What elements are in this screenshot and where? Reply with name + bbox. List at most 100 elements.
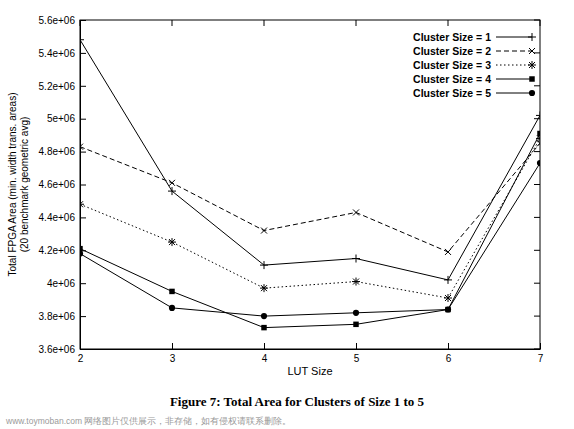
legend-marker <box>528 61 536 69</box>
marker-shape <box>168 238 176 246</box>
chart: 3.6e+063.8e+064e+064.2e+064.4e+064.6e+06… <box>0 0 574 429</box>
point-marker <box>445 307 450 312</box>
y-tick-mark <box>80 217 86 218</box>
y-tick-mark <box>534 217 540 218</box>
point-marker <box>261 313 267 319</box>
marker-shape <box>445 306 451 312</box>
y-tick: 5e+06 <box>47 113 86 124</box>
y-tick: 5.2e+06 <box>39 81 86 92</box>
marker-shape <box>169 305 175 311</box>
x-tick-label: 6 <box>446 353 452 364</box>
legend-label: Cluster Size = 4 <box>413 73 491 85</box>
x-tick-mark <box>356 343 357 349</box>
y-tick-label: 3.8e+06 <box>39 311 76 322</box>
y-tick-mark <box>80 20 86 21</box>
point-marker <box>536 111 540 119</box>
legend-line <box>496 65 532 66</box>
x-tick-label: 5 <box>354 353 360 364</box>
marker-shape <box>80 251 83 257</box>
legend-marker-shape <box>528 33 536 41</box>
point-marker <box>445 306 451 312</box>
legend: Cluster Size = 1Cluster Size = 2Cluster … <box>413 31 536 99</box>
point-marker <box>444 276 452 284</box>
y-tick-label: 4.8e+06 <box>39 146 76 157</box>
y-tick-label: 5e+06 <box>47 113 76 124</box>
plot-frame <box>80 20 540 349</box>
marker-shape <box>80 200 84 208</box>
x-axis-top-ticks <box>80 20 540 26</box>
marker-shape <box>536 111 540 119</box>
point-marker <box>80 144 83 150</box>
x-tick: 6 <box>446 343 452 364</box>
x-tick-mark <box>264 20 265 26</box>
x-tick-mark <box>448 343 449 349</box>
x-tick-mark <box>80 343 81 349</box>
point-marker <box>80 200 84 208</box>
y-tick: 5.4e+06 <box>39 48 86 59</box>
y-tick: 5.6e+06 <box>39 15 86 26</box>
marker-shape <box>80 144 83 150</box>
marker-shape <box>260 284 268 292</box>
x-tick-mark <box>264 343 265 349</box>
legend-line <box>496 37 532 38</box>
series-line <box>80 143 540 252</box>
x-tick-mark <box>356 20 357 26</box>
y-tick-mark <box>80 316 86 317</box>
x-tick: 7 <box>538 343 544 364</box>
x-tick: 3 <box>170 343 176 364</box>
marker-shape <box>261 325 266 330</box>
marker-shape <box>444 276 452 284</box>
series-line <box>80 40 540 280</box>
marker-shape <box>169 289 174 294</box>
x-tick: 4 <box>262 343 268 364</box>
marker-shape <box>352 278 360 286</box>
y-tick: 4.4e+06 <box>39 212 86 223</box>
y-tick-label: 5.4e+06 <box>39 48 76 59</box>
y-tick: 4.6e+06 <box>39 179 86 190</box>
x-tick-label: 2 <box>78 353 84 364</box>
legend-label: Cluster Size = 3 <box>413 59 491 71</box>
point-marker <box>353 322 358 327</box>
point-marker <box>169 180 175 186</box>
point-marker <box>169 289 174 294</box>
series-line <box>80 138 540 298</box>
y-tick-mark <box>534 151 540 152</box>
point-marker <box>261 325 266 330</box>
legend-entry: Cluster Size = 2 <box>413 45 535 57</box>
point-marker <box>260 284 268 292</box>
y-tick-mark <box>80 283 86 284</box>
plot-area: 3.6e+063.8e+064e+064.2e+064.4e+064.6e+06… <box>39 15 544 364</box>
annotation: www.toymoban.com 网络图片仅供展示，非存储，如有侵权请联系删除。 <box>5 416 291 426</box>
legend-entry: Cluster Size = 4 <box>413 73 535 85</box>
y-tick-mark <box>534 283 540 284</box>
x-axis-line <box>81 349 541 350</box>
y-axis-title: Total FPGA Area (min. width trans. areas… <box>7 93 18 277</box>
x-tick-mark <box>172 343 173 349</box>
point-marker <box>353 310 359 316</box>
y-tick-label: 3.6e+06 <box>39 344 76 355</box>
point-marker <box>261 228 267 234</box>
x-tick-label: 4 <box>262 353 268 364</box>
x-tick-mark <box>80 20 81 26</box>
y-axis: 3.6e+063.8e+064e+064.2e+064.4e+064.6e+06… <box>39 15 86 355</box>
y-axis-right-ticks <box>534 20 540 349</box>
legend-label: Cluster Size = 5 <box>413 87 491 99</box>
x-tick-mark <box>448 20 449 26</box>
legend-marker <box>529 76 534 81</box>
y-tick-mark <box>534 184 540 185</box>
marker-shape <box>445 249 451 255</box>
marker-shape <box>353 209 359 215</box>
point-marker <box>352 278 360 286</box>
y-axis-title: (20 benchmark geometric avg) <box>19 117 30 253</box>
legend-marker-shape <box>528 61 536 69</box>
marker-shape <box>353 322 358 327</box>
y-tick-label: 5.2e+06 <box>39 81 76 92</box>
legend-marker-shape <box>529 76 534 81</box>
point-marker <box>168 187 176 195</box>
x-tick: 5 <box>354 343 360 364</box>
point-marker <box>352 255 360 263</box>
x-tick-label: 3 <box>170 353 176 364</box>
point-marker <box>80 251 83 257</box>
y-tick-mark <box>534 118 540 119</box>
figure-caption: Figure 7: Total Area for Clusters of Siz… <box>170 394 425 409</box>
